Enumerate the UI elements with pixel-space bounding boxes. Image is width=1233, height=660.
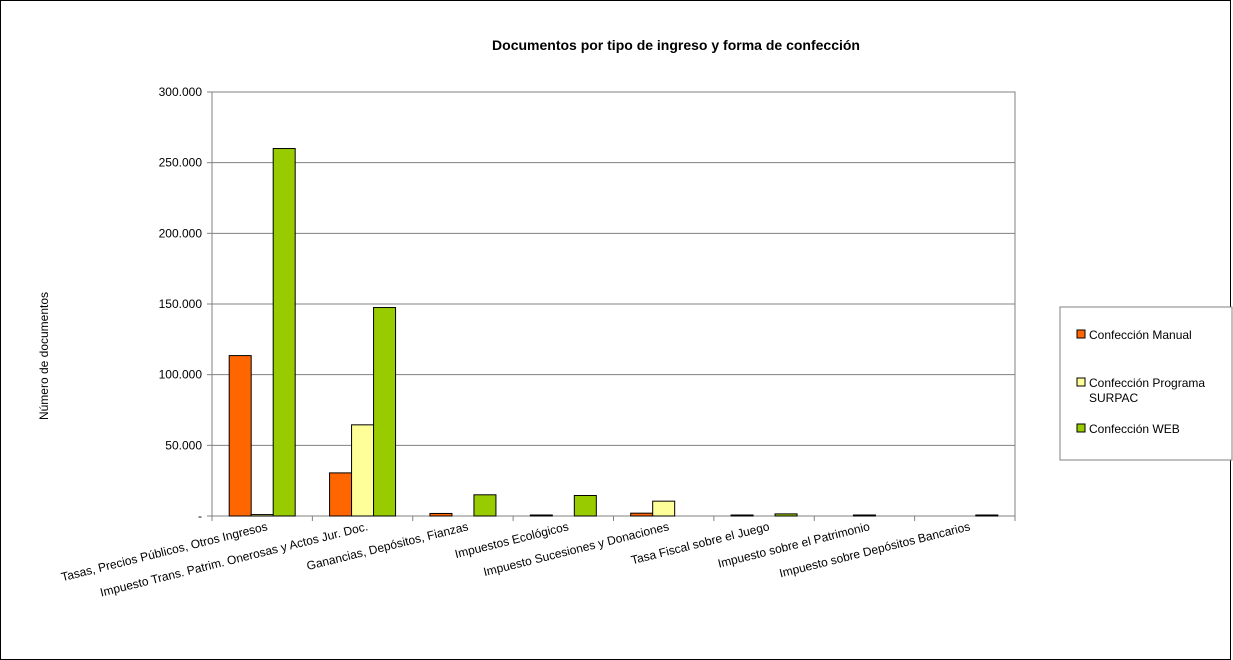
bar <box>730 514 754 517</box>
y-tick-label: 50.000 <box>165 438 202 452</box>
bar <box>228 355 252 517</box>
x-tick-label: Impuesto Sucesiones y Donaciones <box>482 519 671 579</box>
legend-swatch <box>1076 329 1086 339</box>
bar <box>351 424 375 517</box>
y-tick-label: 250.000 <box>159 156 203 170</box>
bar <box>272 148 296 517</box>
bar <box>429 512 453 517</box>
gridlines <box>212 162 1015 446</box>
y-axis: - 50.000 100.000 150.000 200.000 250.000 300.0… <box>159 85 212 523</box>
bar <box>630 512 654 517</box>
bar <box>573 495 597 517</box>
bar <box>373 307 397 517</box>
bar <box>473 494 497 517</box>
y-tick-label: 100.000 <box>159 368 203 382</box>
legend-swatch <box>1076 377 1086 387</box>
legend-swatch <box>1076 423 1086 433</box>
y-axis-label: Número de documentos <box>37 292 51 420</box>
x-tick-label: Impuesto sobre Depósitos Bancarios <box>778 519 972 580</box>
x-axis: Tasas, Precios Públicos, Otros IngresosI… <box>60 516 1016 600</box>
legend: Confección Manual Confección Programa SURP… <box>1059 306 1233 461</box>
bars <box>228 148 999 517</box>
y-tick-label: 300.000 <box>159 85 203 99</box>
bar <box>250 514 274 517</box>
legend-label: Confección WEB <box>1089 422 1180 436</box>
legend-label: Confección Programa SURPAC <box>1089 376 1205 405</box>
bar <box>852 514 876 517</box>
y-tick-label: 200.000 <box>159 226 203 240</box>
chart-title: Documentos por tipo de ingreso y forma d… <box>492 37 860 53</box>
legend-box <box>1059 306 1233 461</box>
y-tick-label: - <box>198 509 202 523</box>
bar <box>529 514 553 517</box>
bar <box>652 500 676 517</box>
bar <box>329 472 353 517</box>
bar <box>975 514 999 517</box>
bar <box>774 513 798 517</box>
legend-label: Confección Manual <box>1089 328 1192 342</box>
y-tick-label: 150.000 <box>159 297 203 311</box>
